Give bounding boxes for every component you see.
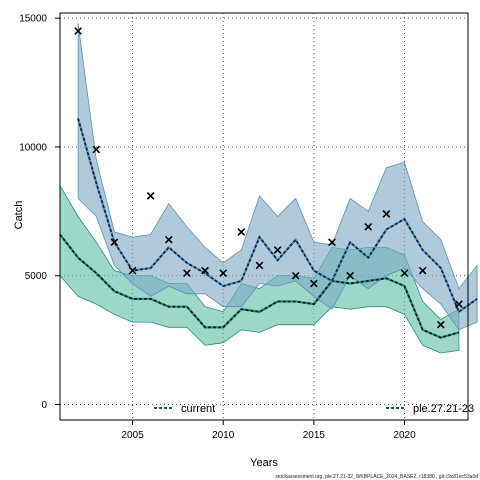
observed-point-stroke-b	[219, 269, 228, 278]
observed-point-2015	[310, 279, 318, 288]
median-line-current	[77, 118, 478, 314]
observed-point-2003	[92, 145, 101, 154]
observed-point-stroke-b	[255, 261, 264, 270]
observed-point-2012	[255, 261, 264, 270]
observed-point-stroke-b	[436, 320, 445, 329]
observed-point-stroke-b	[237, 228, 246, 236]
band-current	[77, 23, 478, 331]
observed-point-stroke-b	[128, 266, 137, 275]
legend-item-current: current	[154, 403, 215, 415]
confidence-bands	[59, 23, 478, 354]
observed-point-2006	[146, 192, 155, 200]
observed-point-2013	[273, 246, 282, 254]
observed-point-stroke-b	[364, 222, 373, 231]
observed-point-stroke-b	[273, 246, 282, 254]
observed-point-2022	[436, 320, 445, 329]
observed-point-2019	[382, 210, 391, 218]
observed-point-2004	[110, 238, 119, 247]
observed-point-stroke-b	[291, 271, 300, 280]
observed-point-2008	[183, 269, 191, 278]
plot-frame	[59, 12, 469, 421]
observed-point-2023	[455, 300, 463, 308]
observed-point-2020	[400, 269, 409, 278]
y-axis-title: Catch	[13, 201, 25, 230]
observed-point-stroke-b	[346, 271, 354, 280]
median-lines	[59, 118, 478, 339]
observed-point-stroke-b	[183, 269, 191, 278]
y-tick-label-0: 0	[41, 400, 47, 411]
observed-point-2014	[291, 271, 300, 280]
observed-point-2002	[74, 27, 82, 35]
legend-label-ple: ple.27.21-23	[413, 403, 474, 415]
observed-point-2018	[364, 222, 373, 231]
y-tick-label-10000: 10000	[19, 142, 47, 153]
y-tick-label-5000: 5000	[25, 271, 48, 282]
band-ple	[59, 184, 460, 354]
legend-item-ple: ple.27.21-23	[386, 403, 474, 415]
observed-point-stroke-b	[310, 279, 318, 288]
observed-point-stroke-b	[201, 266, 209, 275]
observed-point-stroke-b	[400, 269, 409, 278]
observed-point-2017	[346, 271, 354, 280]
observed-point-stroke-b	[92, 145, 101, 154]
observed-point-stroke-b	[110, 238, 119, 247]
observed-point-2007	[164, 235, 173, 244]
x-tick-label-2020: 2020	[393, 430, 416, 441]
observed-point-stroke-b	[164, 235, 173, 244]
observed-point-2010	[219, 269, 228, 278]
x-tick-label-2010: 2010	[212, 430, 235, 441]
observed-point-2016	[328, 238, 336, 247]
y-tick-label-15000: 15000	[19, 14, 47, 25]
observed-point-stroke-b	[146, 192, 155, 200]
footer-credit: stockassessment.org, ple.27.21-32_WKBPLA…	[275, 474, 478, 480]
plot-area	[59, 12, 478, 421]
observed-point-2011	[237, 228, 246, 236]
observed-point-stroke-b	[328, 238, 336, 247]
x-axis-title: Years	[250, 457, 278, 469]
y-axis-ticks: 0 5000 10000 15000	[19, 14, 60, 411]
observed-point-stroke-b	[382, 210, 391, 218]
observed-point-stroke-b	[455, 300, 463, 308]
x-tick-label-2015: 2015	[303, 430, 326, 441]
observed-point-stroke-b	[418, 266, 427, 275]
x-tick-label-2005: 2005	[121, 430, 144, 441]
legend-label-current: current	[181, 403, 215, 415]
observed-point-stroke-b	[74, 27, 82, 35]
observed-points	[74, 27, 463, 329]
median-line-ple	[59, 233, 460, 339]
x-axis-ticks: 2005 2010 2015 2020	[121, 420, 416, 441]
observed-point-2005	[128, 266, 137, 275]
legend: current ple.27.21-23	[154, 403, 474, 415]
observed-point-2021	[418, 266, 427, 275]
observed-point-2009	[201, 266, 209, 275]
